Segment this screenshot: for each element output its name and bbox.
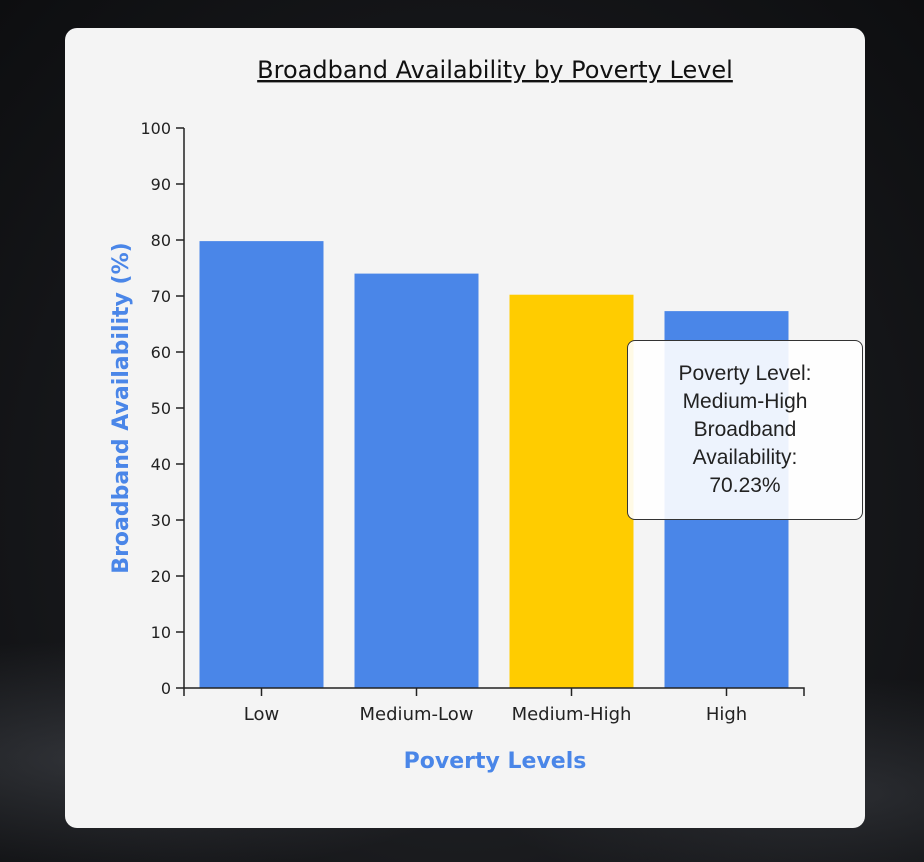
y-tick-label: 20 <box>151 567 171 586</box>
bar-low[interactable] <box>199 241 324 688</box>
tooltip-line-label: Poverty Level: <box>678 362 812 385</box>
bar-tooltip: Poverty Level: Medium-High Broadband Ava… <box>627 340 863 520</box>
y-tick-label: 50 <box>151 399 171 418</box>
y-tick-label: 70 <box>151 287 171 306</box>
chart-title: Broadband Availability by Poverty Level <box>257 56 733 84</box>
tooltip-content: Poverty Level: Medium-High Broadband Ava… <box>645 360 845 500</box>
y-tick-label: 80 <box>151 231 171 250</box>
y-tick-label: 0 <box>161 679 171 698</box>
x-axis-line <box>183 687 805 696</box>
tooltip-line-value: 70.23% <box>709 474 781 497</box>
tooltip-line-metric-cont: Availability: <box>692 446 798 469</box>
x-tick-label-low: Low <box>244 704 279 725</box>
y-tick-label: 30 <box>151 511 171 530</box>
bar-medium-low[interactable] <box>354 273 479 688</box>
x-axis-title: Poverty Levels <box>404 749 587 774</box>
tooltip-line-category: Medium-High <box>682 390 808 413</box>
tooltip-line-metric: Broadband <box>693 418 797 441</box>
y-tick-label: 100 <box>140 119 171 138</box>
y-tick-label: 40 <box>151 455 171 474</box>
x-tick-label-medium-high: Medium-High <box>512 704 632 725</box>
y-tick-label: 10 <box>151 623 171 642</box>
x-tick-label-high: High <box>706 704 747 725</box>
x-tick-label-medium-low: Medium-Low <box>360 704 474 725</box>
y-tick-label: 90 <box>151 175 171 194</box>
y-axis-title: Broadband Availability (%) <box>109 242 134 573</box>
bar-medium-high[interactable] <box>509 294 634 688</box>
x-axis: Low Medium-Low Medium-High High <box>183 687 805 725</box>
y-axis: 0 10 20 30 40 50 60 70 80 90 100 <box>140 119 185 698</box>
y-tick-label: 60 <box>151 343 171 362</box>
